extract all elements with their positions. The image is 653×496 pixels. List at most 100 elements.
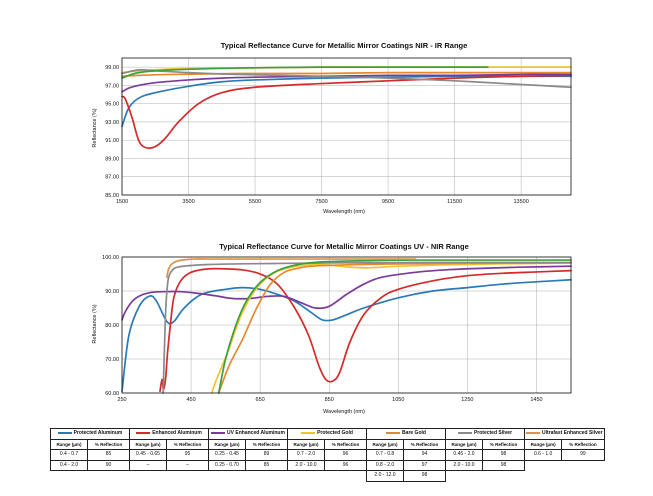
reflection-cell: 85 — [87, 449, 130, 461]
series-line-protected-gold — [121, 66, 489, 79]
plot-frame — [121, 57, 572, 196]
range-cell: 0.25 - 0.70 — [208, 459, 246, 471]
x-tick-label: 250 — [117, 397, 126, 403]
column-header-reflection: % Reflection — [324, 438, 367, 450]
range-cell: 2.0 - 12.0 — [366, 470, 404, 482]
reflection-cell: 98 — [403, 470, 446, 482]
y-tick-label: 89.00 — [105, 156, 119, 162]
table-row: 0.4 - 0.7 85 0.45 - 0.65 95 0.25 - 0.45 89 0.7… — [50, 449, 605, 461]
column-header-range: Range (µm) — [523, 438, 563, 450]
y-tick-label: 97.00 — [105, 83, 119, 89]
empty-cell — [167, 471, 209, 482]
y-tick-label: 80.00 — [105, 323, 119, 329]
empty-cell — [246, 471, 288, 482]
series-group — [121, 66, 572, 149]
column-header-range: Range (µm) — [129, 438, 167, 450]
range-cell: 0.4 - 0.7 — [50, 449, 88, 461]
x-axis-label: Wavelength (nm) — [323, 209, 365, 215]
series-line-protected-aluminum — [121, 75, 572, 128]
plot-frame — [121, 256, 572, 394]
tick-labels: 85.00 87.00 89.00 91.00 93.00 95.00 97.00 99.00… — [105, 65, 529, 205]
reflection-cell: 98 — [482, 459, 525, 471]
legend-label: UV Enhanced Aluminum — [227, 430, 285, 436]
column-header-range: Range (µm) — [50, 438, 88, 450]
range-cell: 0.45 - 0.65 — [129, 449, 167, 461]
grid — [121, 58, 571, 196]
empty-cell — [130, 471, 167, 482]
y-tick-label: 93.00 — [105, 120, 119, 126]
empty-cell — [525, 471, 562, 482]
column-header-range: Range (µm) — [208, 438, 246, 450]
legend-swatch — [301, 431, 316, 434]
legend-swatch — [211, 431, 226, 434]
column-header-reflection: % Reflection — [166, 438, 209, 450]
legend-swatch — [457, 431, 472, 434]
legend-swatch — [136, 431, 151, 434]
x-axis-label: Wavelength (nm) — [323, 409, 365, 415]
column-header-reflection: % Reflection — [482, 438, 525, 450]
legend-group-header: UV Enhanced Aluminum — [208, 428, 288, 440]
legend-label: Protected Aluminum — [73, 430, 123, 436]
legend-swatch — [57, 431, 72, 434]
range-cell: 2.0 - 10.0 — [445, 459, 483, 471]
legend-group-header: Ultrafast Enhanced Silver — [524, 428, 605, 440]
legend-label: Enhanced Aluminum — [152, 430, 202, 436]
x-tick-label: 9500 — [382, 199, 394, 205]
series-line-enhanced-aluminum — [159, 267, 572, 393]
series-line-protected-gold — [217, 259, 572, 394]
empty-cell — [483, 471, 525, 482]
series-line-protected-aluminum — [121, 278, 572, 393]
reflection-cell: 94 — [403, 449, 446, 461]
x-tick-label: 1250 — [461, 397, 473, 403]
y-tick-label: 60.00 — [105, 391, 119, 397]
x-tick-label: 850 — [325, 397, 334, 403]
series-line-protected-silver — [162, 261, 572, 394]
legend-group-header: Enhanced Aluminum — [129, 428, 209, 440]
grid — [121, 256, 571, 394]
range-cell: 0.7 - 2.0 — [287, 449, 325, 461]
legend-label: Protected Gold — [317, 430, 353, 436]
empty-cell — [562, 460, 604, 471]
column-header-reflection: % Reflection — [403, 438, 446, 450]
x-tick-label: 3500 — [182, 199, 194, 205]
range-cell: 0.7 - 0.8 — [366, 449, 404, 461]
y-tick-label: 85.00 — [105, 193, 119, 199]
empty-cell — [51, 471, 88, 482]
reflection-cell: 95 — [166, 449, 209, 461]
y-tick-label: 70.00 — [105, 357, 119, 363]
empty-cell — [325, 471, 367, 482]
reflection-cell: 96 — [324, 449, 367, 461]
legend-group-header: Bare Gold — [366, 428, 446, 440]
empty-cell — [446, 471, 483, 482]
series-line-uv-enhanced-aluminum — [121, 265, 572, 321]
legend-group-header: Protected Aluminum — [50, 428, 130, 440]
column-header-range: Range (µm) — [445, 438, 483, 450]
column-header-range: Range (µm) — [366, 438, 404, 450]
legend-label: Protected Silver — [473, 430, 513, 436]
range-cell: – — [129, 459, 167, 471]
charts-canvas: Typical Reflectance Curve for Metallic M… — [92, 41, 572, 415]
legend-group-header: Protected Gold — [287, 428, 367, 440]
series-line-ultrafast-enhanced-silver — [166, 258, 417, 279]
range-cell: 2.0 - 10.0 — [287, 459, 325, 471]
y-tick-label: 99.00 — [105, 65, 119, 71]
range-cell: 0.8 - 2.0 — [366, 459, 404, 471]
legend-label: Ultrafast Enhanced Silver — [542, 430, 603, 436]
y-tick-label: 95.00 — [105, 102, 119, 108]
chart-title: Typical Reflectance Curve for Metallic M… — [219, 242, 469, 251]
nir-ir-chart: Typical Reflectance Curve for Metallic M… — [92, 41, 572, 215]
empty-cell — [525, 460, 562, 471]
reflection-cell: 98 — [482, 449, 525, 461]
series-group — [121, 258, 572, 394]
tick-labels: 60.00 70.00 80.00 90.00 100.00 250 450 650 850 10… — [102, 255, 542, 403]
series-line-protected-gold — [210, 262, 572, 394]
table-row: 2.0 - 12.0 98 — [51, 470, 605, 482]
x-tick-label: 1050 — [392, 397, 404, 403]
reflection-cell: 96 — [324, 459, 367, 471]
reflection-cell: 90 — [87, 459, 130, 471]
series-line-bare-gold — [121, 71, 572, 78]
empty-cell — [562, 471, 604, 482]
x-tick-label: 1500 — [116, 199, 128, 205]
empty-cell — [88, 471, 130, 482]
table-row: 0.4 - 2.0 90– –0.25 - 0.70 85 2.0 - 10.0 96 0.… — [50, 459, 605, 471]
